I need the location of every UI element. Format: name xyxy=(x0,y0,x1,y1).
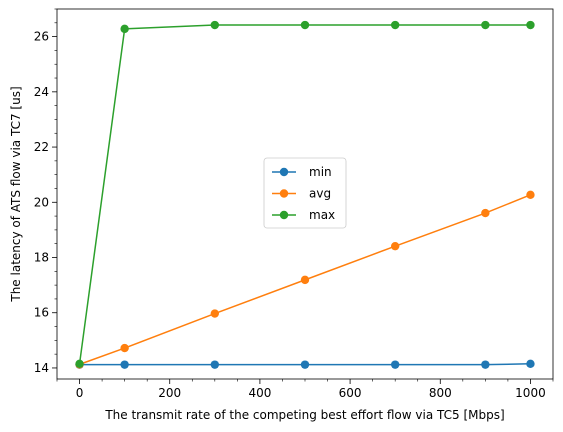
x-tick-label: 0 xyxy=(76,386,84,400)
data-point-avg xyxy=(526,190,535,200)
y-tick-label: 22 xyxy=(34,140,49,154)
legend-marker-max xyxy=(279,210,289,220)
data-point-avg xyxy=(390,241,400,251)
data-point-max xyxy=(210,20,220,30)
x-axis-title: The transmit rate of the competing best … xyxy=(104,408,504,422)
data-point-max xyxy=(120,24,129,34)
x-tick-label: 200 xyxy=(158,386,181,400)
data-point-min xyxy=(300,360,310,369)
data-point-max xyxy=(526,20,535,30)
y-tick-label: 18 xyxy=(34,251,49,265)
data-point-min xyxy=(210,360,220,369)
x-tick-label: 400 xyxy=(248,386,271,400)
x-tick-label: 600 xyxy=(339,386,362,400)
y-tick-label: 16 xyxy=(34,306,49,320)
data-point-min xyxy=(526,359,535,369)
y-tick-label: 26 xyxy=(34,30,49,44)
y-tick-label: 20 xyxy=(34,195,49,209)
data-point-max xyxy=(75,359,84,369)
data-point-min xyxy=(481,360,490,369)
data-point-min xyxy=(120,360,129,369)
axes-frame xyxy=(56,8,554,380)
data-point-min xyxy=(390,360,400,369)
legend-label-min: min xyxy=(309,165,332,179)
legend-marker-avg xyxy=(279,189,289,198)
data-point-avg xyxy=(210,309,220,318)
legend-label-max: max xyxy=(309,208,335,222)
data-point-avg xyxy=(300,275,310,285)
data-point-max xyxy=(300,20,310,30)
plot-area: 0 200 400 600 800 1000 14 16 18 20 22 24 26 xyxy=(34,8,554,400)
legend-marker-min xyxy=(279,167,289,177)
y-axis-title: The latency of ATS flow via TC7 [us] xyxy=(9,86,23,302)
data-point-max xyxy=(390,20,400,30)
y-tick-label: 14 xyxy=(34,361,49,375)
legend-label-avg: avg xyxy=(309,187,331,201)
legend: min avg max xyxy=(263,157,347,229)
x-tick-label: 800 xyxy=(429,386,452,400)
data-point-max xyxy=(481,20,490,30)
data-point-avg xyxy=(481,208,490,218)
data-point-avg xyxy=(120,343,129,353)
y-tick-label: 24 xyxy=(34,85,49,99)
x-tick-label: 1000 xyxy=(515,386,546,400)
